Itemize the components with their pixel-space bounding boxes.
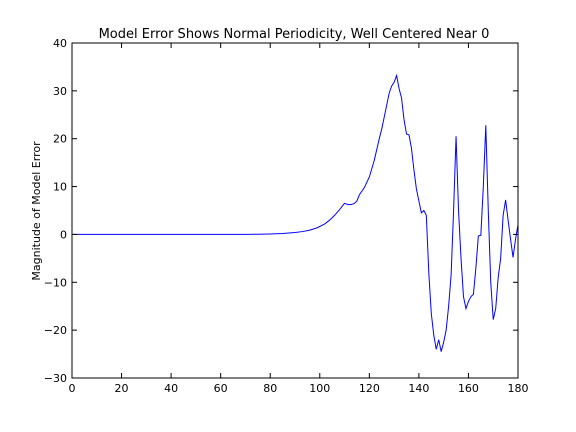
y-tick-label: 30 bbox=[53, 85, 67, 98]
y-tick-label: −20 bbox=[44, 324, 67, 337]
series-line bbox=[72, 73, 519, 352]
y-tick-label: 20 bbox=[53, 133, 67, 146]
y-tick-label: 10 bbox=[53, 181, 67, 194]
x-tick-label: 60 bbox=[214, 382, 228, 395]
x-tick-label: 80 bbox=[263, 382, 277, 395]
x-tick-label: 100 bbox=[309, 382, 330, 395]
x-tick-label: 120 bbox=[359, 382, 380, 395]
x-tick-label: 0 bbox=[69, 382, 76, 395]
x-tick-label: 20 bbox=[115, 382, 129, 395]
x-tick-label: 180 bbox=[508, 382, 529, 395]
y-tick-label: 40 bbox=[53, 37, 67, 50]
y-tick-label: −10 bbox=[44, 276, 67, 289]
x-tick-label: 40 bbox=[164, 382, 178, 395]
y-tick-label: 0 bbox=[60, 228, 67, 241]
plot-frame bbox=[71, 42, 519, 379]
y-axis-label: Magnitude of Model Error bbox=[30, 141, 43, 281]
chart-title: Model Error Shows Normal Periodicity, We… bbox=[99, 27, 490, 42]
x-tick-label: 140 bbox=[408, 382, 429, 395]
plot-area: 0 20 40 60 80 100 120 140 160 180 −30 −20 −10 0 10 20 30… bbox=[44, 37, 529, 395]
y-tick-label: −30 bbox=[44, 372, 67, 385]
x-tick-label: 160 bbox=[458, 382, 479, 395]
